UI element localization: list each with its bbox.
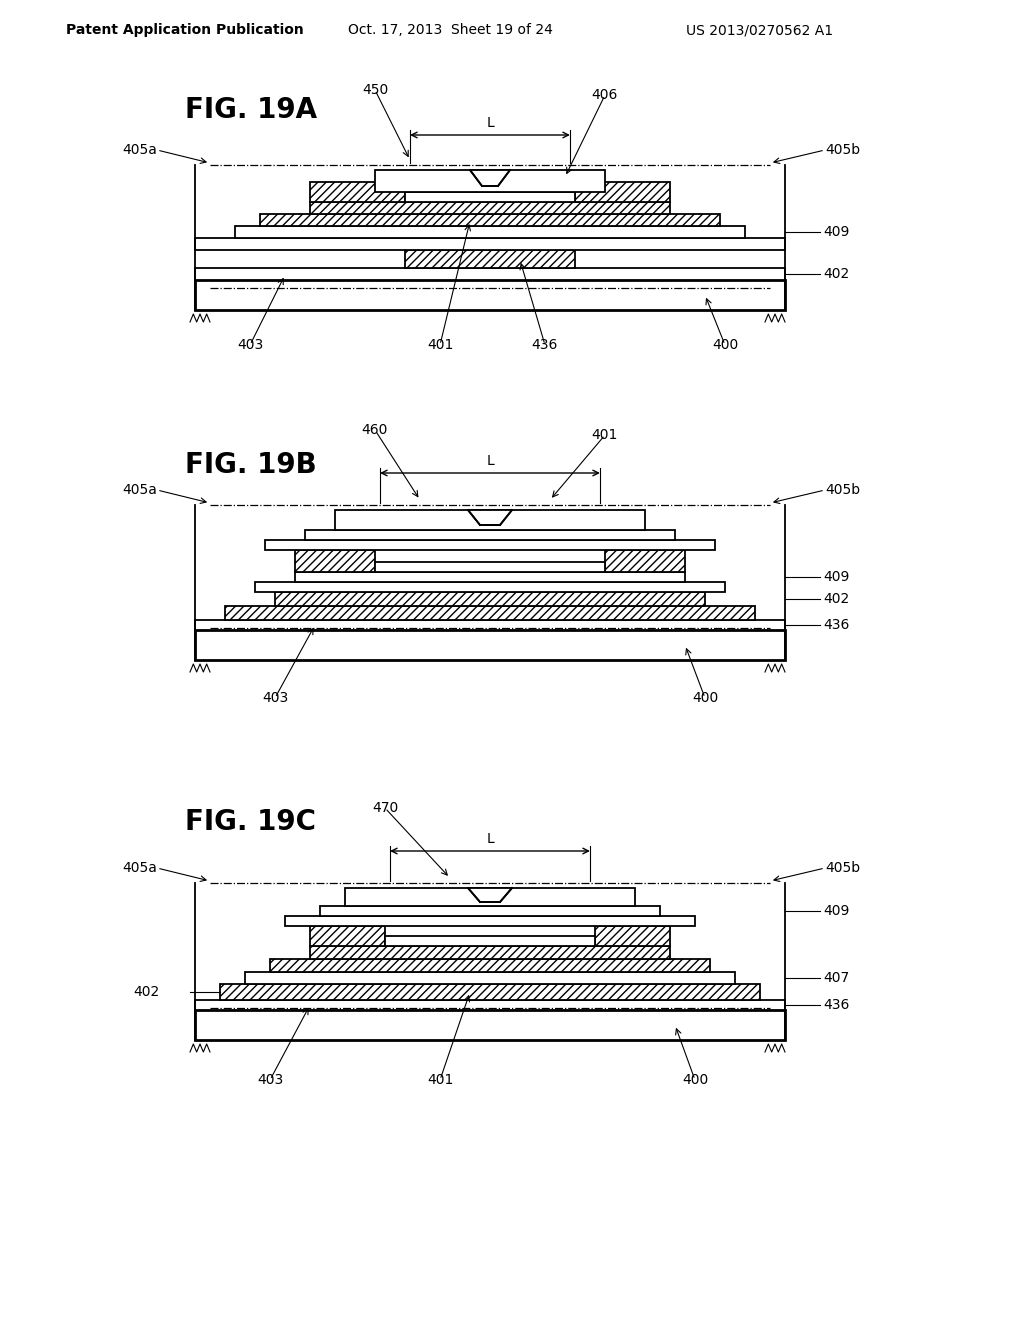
Bar bbox=[345, 888, 635, 906]
Text: 405a: 405a bbox=[122, 143, 157, 157]
Bar bbox=[245, 972, 735, 983]
Bar bbox=[310, 182, 406, 202]
Bar bbox=[270, 960, 710, 972]
Text: 403: 403 bbox=[257, 1073, 283, 1086]
Bar bbox=[406, 249, 575, 268]
Bar bbox=[575, 182, 670, 202]
Bar bbox=[595, 927, 670, 946]
Text: FIG. 19C: FIG. 19C bbox=[185, 808, 316, 836]
Bar bbox=[195, 630, 785, 660]
Bar bbox=[310, 946, 670, 960]
Text: 406: 406 bbox=[592, 88, 618, 102]
Text: L: L bbox=[486, 454, 494, 469]
Text: 436: 436 bbox=[823, 618, 849, 632]
Text: US 2013/0270562 A1: US 2013/0270562 A1 bbox=[686, 22, 834, 37]
Text: 450: 450 bbox=[361, 83, 388, 96]
Text: 403: 403 bbox=[262, 690, 288, 705]
Bar bbox=[285, 916, 695, 927]
Text: 405a: 405a bbox=[122, 483, 157, 498]
Text: Oct. 17, 2013  Sheet 19 of 24: Oct. 17, 2013 Sheet 19 of 24 bbox=[347, 22, 552, 37]
Bar bbox=[295, 550, 375, 572]
Bar bbox=[310, 202, 670, 214]
Bar bbox=[225, 606, 755, 620]
Bar bbox=[255, 582, 725, 591]
Text: 460: 460 bbox=[361, 422, 388, 437]
Polygon shape bbox=[470, 170, 510, 186]
Text: 401: 401 bbox=[427, 338, 454, 352]
Bar bbox=[195, 1001, 785, 1010]
Bar bbox=[406, 191, 575, 202]
Text: 407: 407 bbox=[823, 972, 849, 985]
Bar bbox=[335, 510, 645, 531]
Text: 403: 403 bbox=[237, 338, 263, 352]
Text: 470: 470 bbox=[372, 801, 398, 814]
Text: 401: 401 bbox=[592, 428, 618, 442]
Text: L: L bbox=[486, 116, 494, 129]
Bar bbox=[275, 591, 705, 606]
Bar bbox=[385, 936, 595, 946]
Text: 405a: 405a bbox=[122, 861, 157, 875]
Bar bbox=[195, 268, 785, 280]
Text: 436: 436 bbox=[823, 998, 849, 1012]
Polygon shape bbox=[468, 888, 512, 902]
Polygon shape bbox=[468, 510, 512, 525]
Bar bbox=[295, 572, 685, 582]
Text: 405b: 405b bbox=[825, 143, 860, 157]
Text: FIG. 19A: FIG. 19A bbox=[185, 96, 317, 124]
Text: 401: 401 bbox=[427, 1073, 454, 1086]
Text: 405b: 405b bbox=[825, 861, 860, 875]
Bar bbox=[195, 1010, 785, 1040]
Text: 400: 400 bbox=[682, 1073, 709, 1086]
Bar bbox=[605, 550, 685, 572]
Bar bbox=[310, 927, 385, 946]
Bar bbox=[305, 531, 675, 540]
Text: 436: 436 bbox=[531, 338, 558, 352]
Text: 400: 400 bbox=[712, 338, 738, 352]
Bar bbox=[260, 214, 720, 226]
Text: Patent Application Publication: Patent Application Publication bbox=[67, 22, 304, 37]
Bar bbox=[234, 226, 745, 238]
Bar bbox=[375, 562, 605, 572]
Bar bbox=[319, 906, 660, 916]
Text: 409: 409 bbox=[823, 224, 849, 239]
Bar bbox=[195, 280, 785, 310]
Text: 405b: 405b bbox=[825, 483, 860, 498]
Text: 400: 400 bbox=[692, 690, 718, 705]
Bar bbox=[265, 540, 715, 550]
Text: 409: 409 bbox=[823, 904, 849, 917]
Text: 402: 402 bbox=[823, 267, 849, 281]
Text: 409: 409 bbox=[823, 570, 849, 583]
Text: L: L bbox=[486, 832, 494, 846]
Bar bbox=[220, 983, 760, 1001]
Bar bbox=[375, 170, 605, 191]
Bar bbox=[195, 238, 785, 249]
Text: FIG. 19B: FIG. 19B bbox=[185, 451, 316, 479]
Text: 402: 402 bbox=[823, 591, 849, 606]
Bar bbox=[195, 620, 785, 630]
Text: 402: 402 bbox=[134, 985, 160, 999]
